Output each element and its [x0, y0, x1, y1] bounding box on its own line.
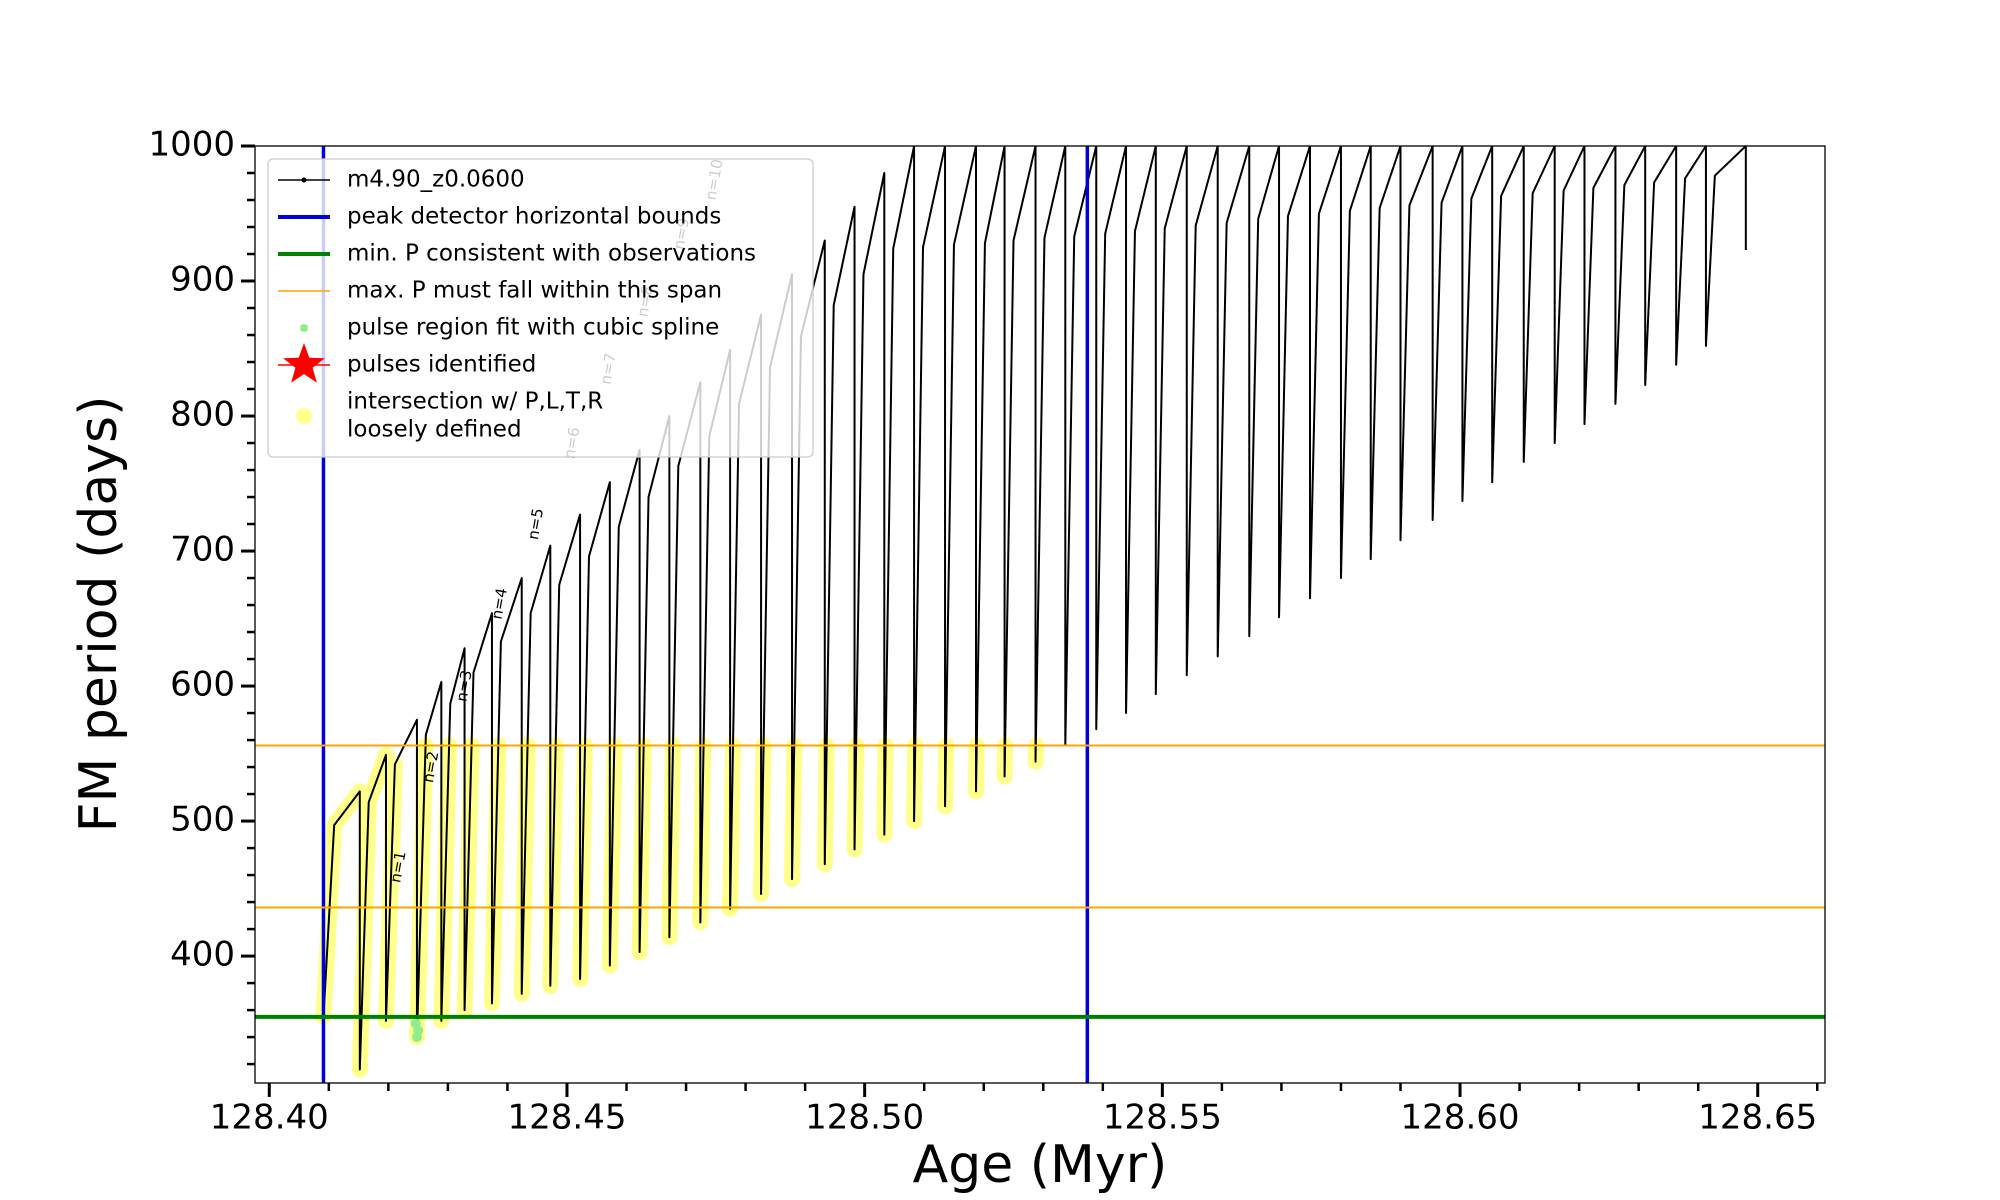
- x-tick-label: 128.50: [805, 1098, 924, 1138]
- x-tick-label: 128.45: [507, 1098, 626, 1138]
- legend-label: pulses identified: [347, 352, 536, 378]
- legend-label: max. P must fall within this span: [347, 278, 722, 304]
- legend-handle: [283, 343, 325, 383]
- legend-label: m4.90_z0.0600: [347, 167, 525, 193]
- legend-label: pulse region fit with cubic spline: [347, 315, 719, 341]
- legend-label: peak detector horizontal bounds: [347, 204, 721, 230]
- plot-area: [255, 146, 1825, 1083]
- legend-handle: [300, 324, 308, 332]
- x-tick-label: 128.65: [1698, 1098, 1817, 1138]
- x-tick-label: 128.55: [1103, 1098, 1222, 1138]
- y-tick-label: 800: [170, 395, 235, 435]
- spline-point: [413, 1025, 424, 1036]
- data-line: [322, 146, 1747, 1071]
- x-axis-label: Age (Myr): [913, 1135, 1168, 1195]
- y-tick-label: 500: [170, 800, 235, 840]
- y-tick-label: 400: [170, 935, 235, 975]
- plot-frame: [254, 145, 1826, 1084]
- legend-handle: [296, 408, 312, 424]
- legend-label: loosely defined: [347, 417, 522, 443]
- y-tick-label: 700: [170, 530, 235, 570]
- y-tick-label: 1000: [148, 125, 235, 165]
- pulse-annotation: n=2: [419, 750, 442, 784]
- x-tick-label: 128.60: [1401, 1098, 1520, 1138]
- legend-handle: [301, 177, 307, 183]
- y-axis-label: FM period (days): [69, 396, 129, 833]
- x-tick-label: 128.40: [210, 1098, 329, 1138]
- y-tick-label: 600: [170, 665, 235, 705]
- pulse-annotation: n=4: [488, 586, 511, 620]
- pulse-annotation: n=5: [524, 507, 547, 541]
- legend-label: min. P consistent with observations: [347, 241, 756, 267]
- pulse-annotation: n=3: [452, 669, 475, 703]
- legend-box: [267, 158, 814, 458]
- y-tick-label: 900: [170, 260, 235, 300]
- legend-label: intersection w/ P,L,T,R: [347, 389, 603, 415]
- pulse-annotation: n=1: [386, 850, 409, 884]
